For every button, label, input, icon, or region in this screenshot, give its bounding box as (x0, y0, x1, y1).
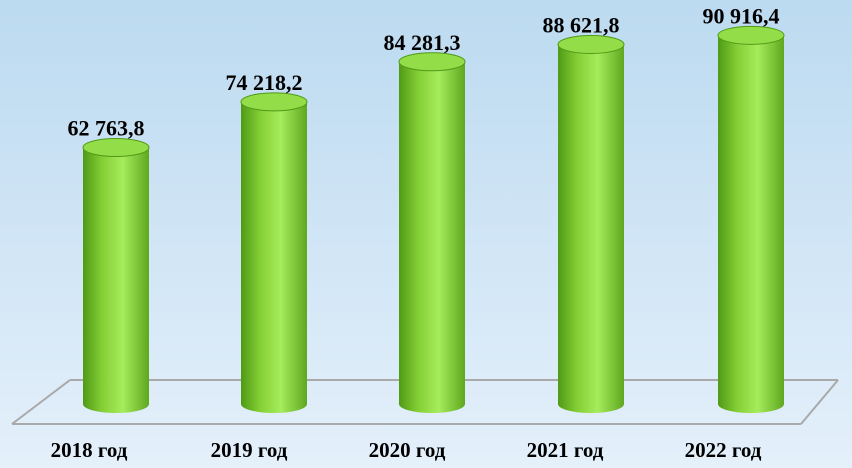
bar-body (241, 101, 307, 413)
value-label: 62 763,8 (68, 115, 145, 140)
value-label: 88 621,8 (543, 12, 620, 37)
bar-top (717, 25, 785, 45)
category-label: 2019 год (211, 438, 288, 462)
category-label: 2022 год (685, 438, 762, 462)
bar-body (558, 44, 624, 414)
bar-top (240, 92, 308, 112)
bar (82, 137, 150, 413)
bar-body (83, 147, 149, 413)
labels-layer: 62 763,8 2018 год 74 218,2 2019 год 84 281,3… (51, 3, 780, 462)
value-label: 74 218,2 (226, 70, 303, 95)
bar (717, 25, 785, 413)
bar (557, 34, 625, 414)
bar (240, 92, 308, 413)
floor-left-edge (11, 379, 71, 425)
bar-top (82, 137, 150, 157)
bar-body (399, 61, 465, 414)
bar-top (557, 34, 625, 54)
bars-layer (82, 25, 785, 414)
floor-right-edge (800, 379, 839, 425)
category-label: 2021 год (527, 438, 604, 462)
category-label: 2020 год (369, 438, 446, 462)
value-label: 84 281,3 (384, 30, 461, 55)
bar (398, 52, 466, 414)
value-label: 90 916,4 (703, 3, 780, 28)
category-label: 2018 год (51, 438, 128, 462)
bar-body (718, 35, 784, 413)
bar-top (398, 52, 466, 72)
